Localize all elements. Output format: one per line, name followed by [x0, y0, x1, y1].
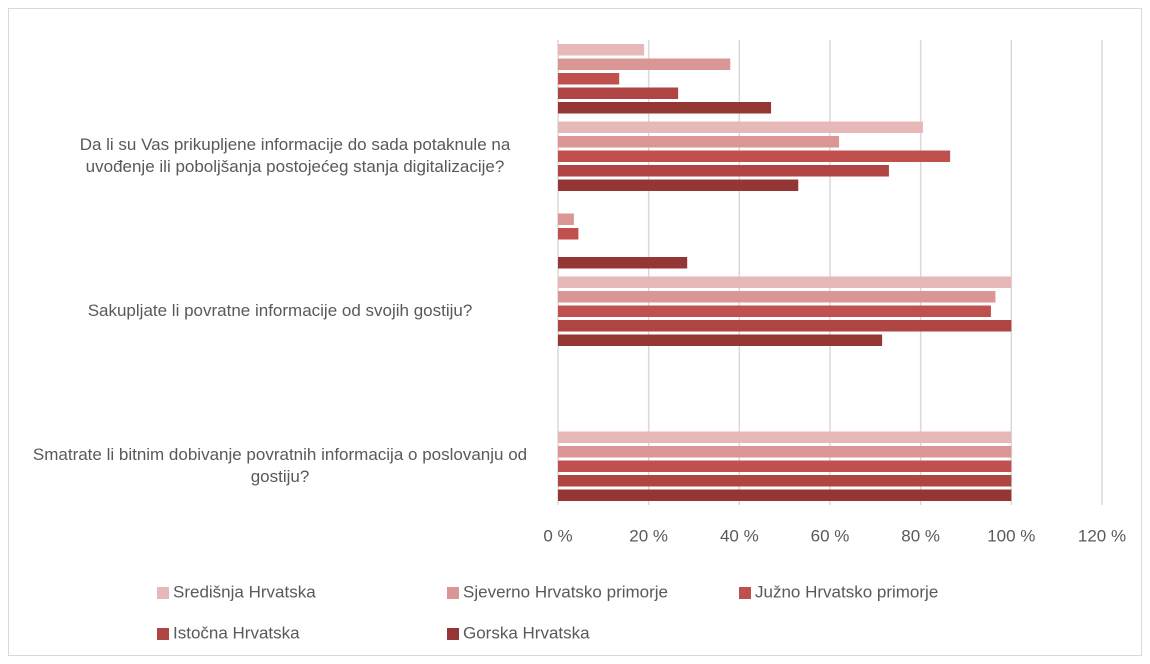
x-tick-label: 0 % — [543, 526, 572, 545]
bar — [558, 446, 1012, 458]
bar — [558, 58, 731, 70]
bar — [558, 102, 772, 114]
bar — [558, 213, 574, 225]
y-tick-label: Da li su Vas prikupljene informacije do … — [79, 135, 511, 177]
bar — [558, 257, 688, 269]
bar — [558, 165, 889, 177]
bar — [558, 150, 951, 162]
bar — [558, 489, 1012, 501]
x-tick-label: 40 % — [720, 526, 759, 545]
legend-label: Sjeverno Hrvatsko primorje — [463, 582, 668, 601]
bar — [558, 121, 923, 133]
legend-label: Istočna Hrvatska — [173, 623, 300, 642]
x-tick-label: 120 % — [1078, 526, 1126, 545]
legend-label: Gorska Hrvatska — [463, 623, 590, 642]
bar — [558, 179, 799, 191]
legend-label: Središnja Hrvatska — [173, 582, 316, 601]
x-tick-label: 20 % — [629, 526, 668, 545]
x-tick-label: 100 % — [987, 526, 1035, 545]
x-tick-label: 80 % — [901, 526, 940, 545]
bar — [558, 87, 679, 99]
legend-swatch — [157, 628, 169, 640]
legend-swatch — [447, 587, 459, 599]
legend-swatch — [447, 628, 459, 640]
y-tick-label: Smatrate li bitnim dobivanje povratnih i… — [32, 445, 528, 487]
bar — [558, 73, 620, 85]
bar — [558, 475, 1012, 487]
bar — [558, 136, 840, 148]
legend-swatch — [739, 587, 751, 599]
x-tick-label: 60 % — [811, 526, 850, 545]
bar — [558, 334, 883, 346]
bar — [558, 291, 996, 303]
bar — [558, 305, 991, 317]
bar — [558, 44, 645, 56]
chart-frame — [8, 8, 1142, 656]
bar — [558, 320, 1012, 332]
legend-label: Južno Hrvatsko primorje — [755, 582, 938, 601]
bar — [558, 431, 1012, 443]
bar — [558, 276, 1012, 288]
bar — [558, 460, 1012, 472]
bar — [558, 228, 579, 240]
legend-swatch — [157, 587, 169, 599]
y-tick-label: Sakupljate li povratne informacije od sv… — [87, 301, 473, 321]
